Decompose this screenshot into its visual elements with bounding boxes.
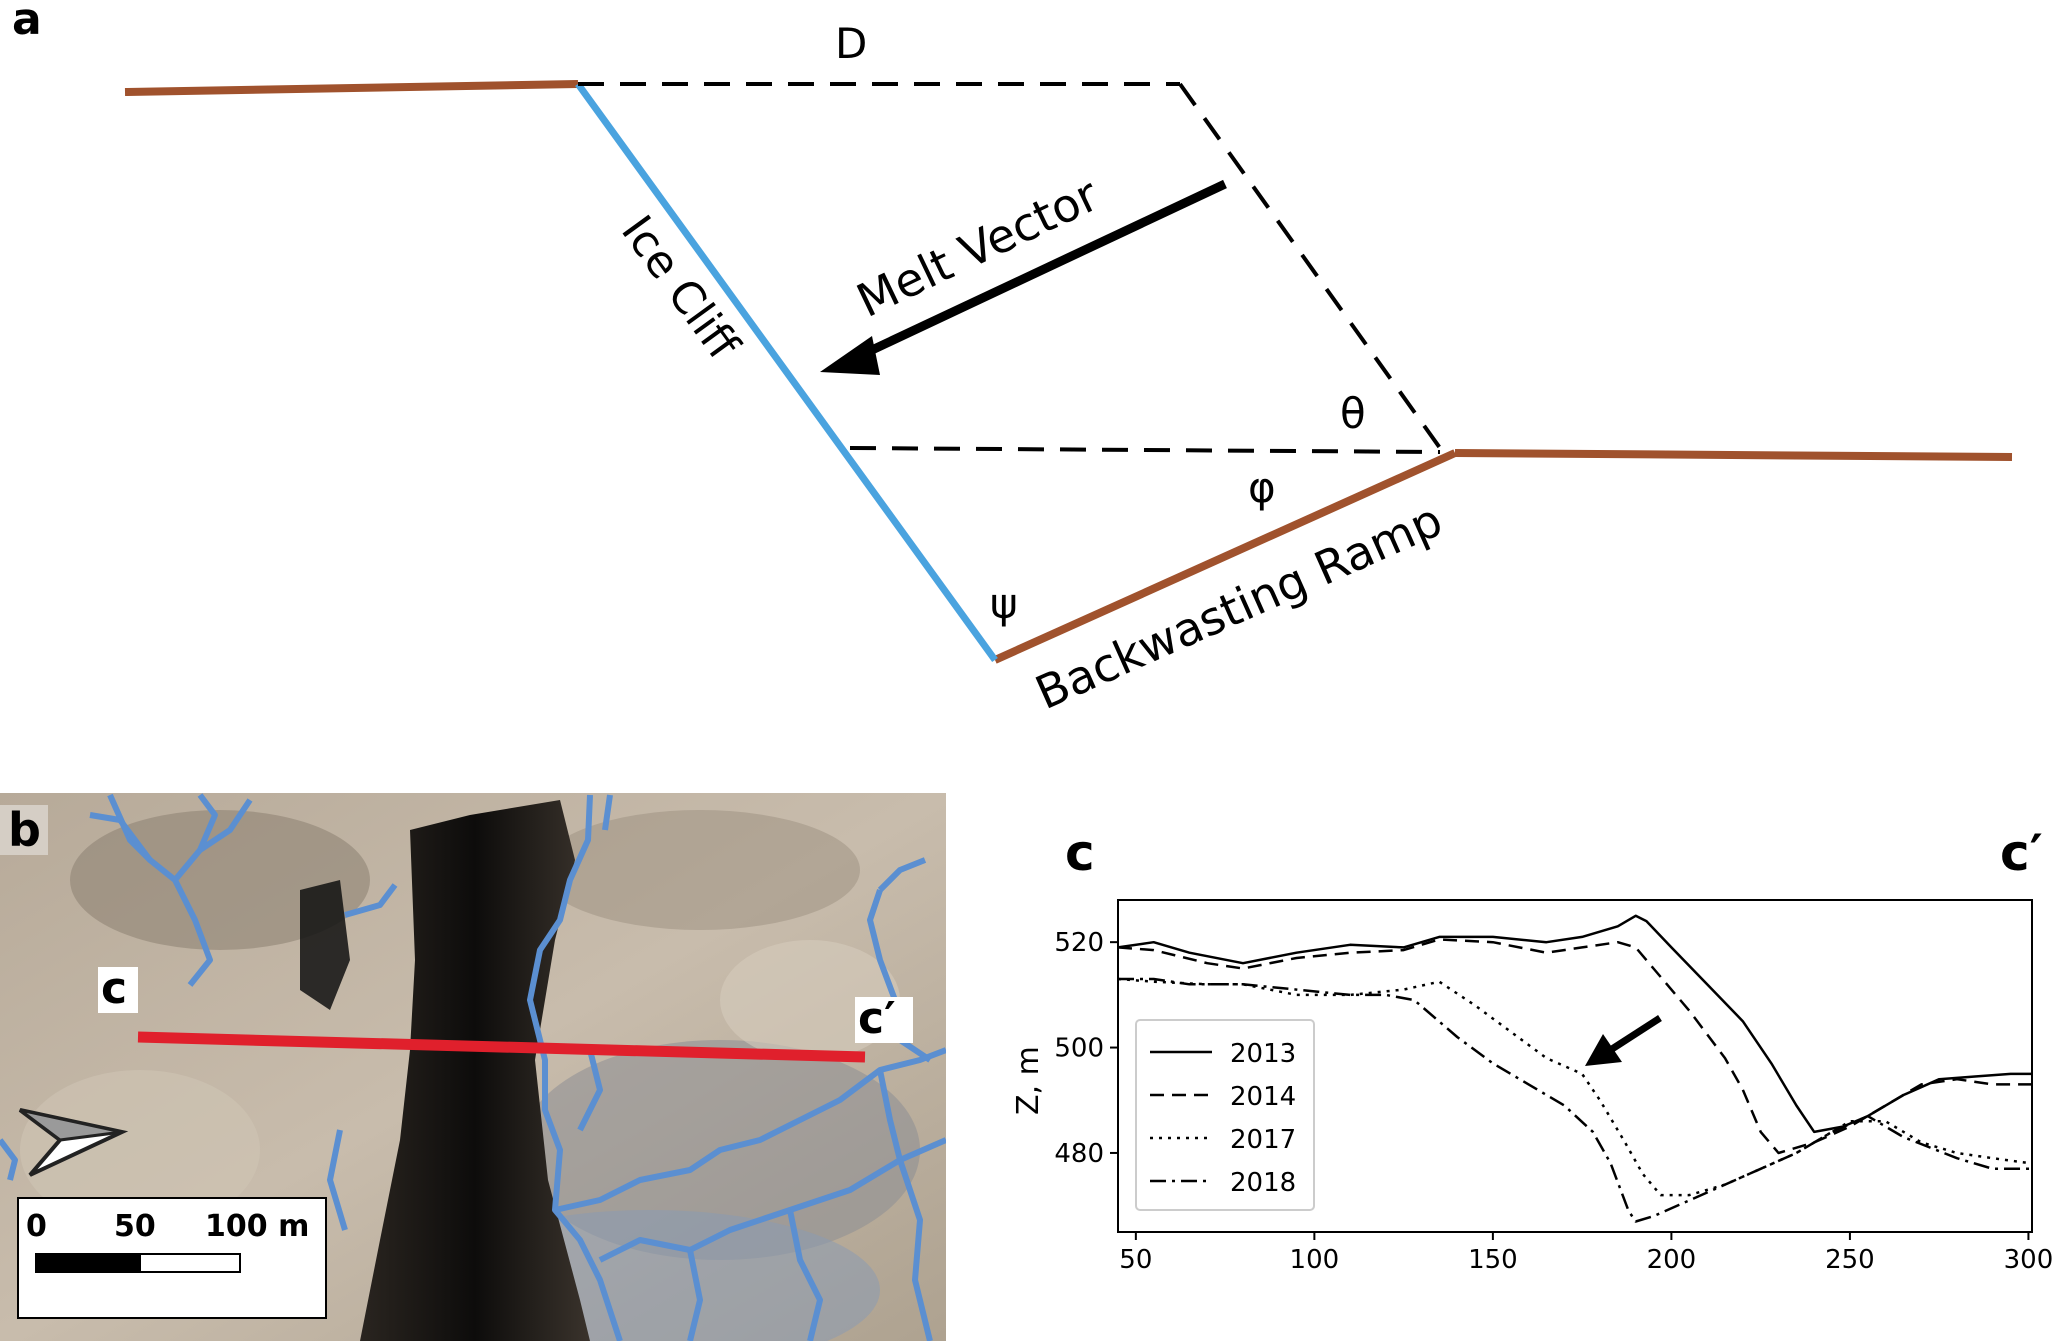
panel-c-prime-label: c′ bbox=[2000, 824, 2043, 882]
legend-label-2013: 2013 bbox=[1230, 1039, 1296, 1069]
scale-bar-black bbox=[35, 1253, 141, 1273]
ice-cliff-line bbox=[575, 81, 998, 663]
lower-surface-line bbox=[1454, 449, 2013, 461]
legend-label-2018: 2018 bbox=[1230, 1168, 1296, 1198]
profile-line bbox=[137, 1031, 866, 1063]
upper-surface-line bbox=[124, 80, 579, 96]
dashed-parallelogram bbox=[578, 82, 1442, 454]
terrain-shadow bbox=[70, 810, 370, 950]
melt-vector-arrowhead bbox=[820, 336, 880, 375]
panel-a-diagram: a D Melt Vector Ice Cliff θ φ ψ Backwast… bbox=[12, 0, 2013, 720]
north-arrow-icon bbox=[18, 1108, 129, 1177]
label-phi: φ bbox=[1248, 463, 1276, 512]
y-tick-label: 520 bbox=[1054, 928, 1104, 958]
x-tick-label: 250 bbox=[1825, 1245, 1875, 1275]
label-theta: θ bbox=[1340, 389, 1366, 438]
panel-b-map bbox=[0, 793, 946, 1341]
profile-start-label: c bbox=[101, 963, 127, 1014]
chart-arrow-annotation bbox=[1585, 1015, 1662, 1066]
label-d: D bbox=[835, 19, 867, 68]
melt-vector-arrow bbox=[853, 179, 1227, 363]
plot-frame bbox=[1117, 899, 2033, 1233]
legend: 2013 2014 2017 2018 bbox=[1135, 1019, 1315, 1211]
y-tick-label: 500 bbox=[1054, 1034, 1104, 1064]
x-axis: 50 100 150 200 250 300 bbox=[1119, 1232, 2053, 1275]
panel-b-labels: b c c′ 0 50 100 m bbox=[0, 803, 913, 1319]
scale-label-50: 50 bbox=[114, 1209, 156, 1244]
profile-start-box bbox=[98, 967, 138, 1013]
series-group bbox=[1117, 914, 2033, 1223]
scale-label-0: 0 bbox=[26, 1209, 47, 1244]
terrain-highlight bbox=[20, 1070, 260, 1230]
panel-b-label: b bbox=[8, 803, 41, 857]
y-tick-label: 480 bbox=[1054, 1139, 1104, 1169]
profile-end-box bbox=[855, 997, 913, 1043]
backwasting-ramp-line bbox=[993, 449, 1457, 664]
scale-bar-white bbox=[139, 1253, 241, 1273]
label-psi: ψ bbox=[990, 579, 1018, 628]
series-line-2018 bbox=[1118, 977, 2032, 1223]
series-line-2013 bbox=[1117, 914, 2032, 1134]
x-tick-label: 50 bbox=[1119, 1245, 1152, 1275]
x-tick-label: 100 bbox=[1290, 1245, 1340, 1275]
y-axis: 480 500 520 bbox=[1054, 928, 1118, 1169]
legend-box bbox=[1135, 1019, 1315, 1211]
x-tick-label: 300 bbox=[2004, 1245, 2054, 1275]
legend-label-2014: 2014 bbox=[1230, 1082, 1296, 1112]
scale-label-100m: 100 m bbox=[205, 1209, 309, 1244]
x-tick-label: 150 bbox=[1468, 1245, 1518, 1275]
y-axis-label: Z, m bbox=[1011, 1046, 1046, 1115]
dark-hollow bbox=[300, 880, 350, 1010]
feature-outlines bbox=[0, 793, 946, 1341]
x-tick-label: 200 bbox=[1647, 1245, 1697, 1275]
legend-label-2017: 2017 bbox=[1230, 1125, 1296, 1155]
ice-cliff-shadow bbox=[360, 800, 590, 1341]
panel-a-label: a bbox=[12, 0, 42, 45]
terrain-shadow bbox=[540, 810, 860, 930]
series-line-2014 bbox=[1117, 938, 2032, 1155]
panel-c-chart: c c′ Z, m 50 100 150 200 250 300 480 500 520 20… bbox=[1011, 824, 2053, 1275]
profile-end-label: c′ bbox=[858, 993, 896, 1044]
panel-c-label: c bbox=[1065, 824, 1095, 882]
label-backwasting-ramp: Backwasting Ramp bbox=[1028, 492, 1450, 720]
panel-b-label-box bbox=[0, 805, 48, 855]
series-line-2017 bbox=[1117, 977, 2033, 1197]
